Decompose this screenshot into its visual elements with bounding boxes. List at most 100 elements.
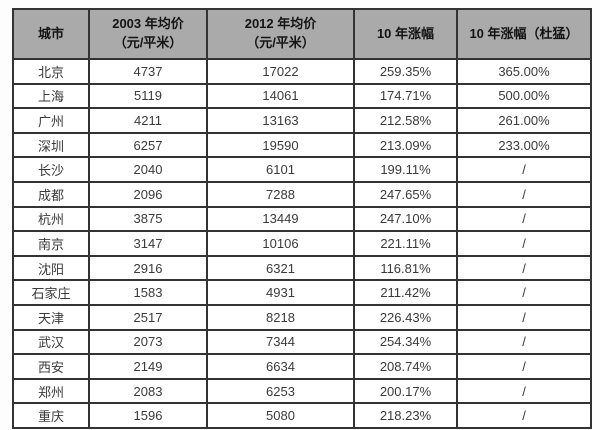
cell-price-2003: 2096 [88,180,208,208]
header-growth-dumeng: 10 年涨幅（杜猛） [456,8,592,60]
cell-city: 北京 [12,58,90,85]
cell-price-2012: 7344 [206,328,355,356]
cell-growth-dumeng: / [456,230,592,257]
cell-price-2012: 13163 [206,107,355,134]
cell-city: 天津 [12,303,90,331]
cell-price-2003: 2916 [88,254,208,282]
cell-city: 广州 [12,107,90,134]
table-row: 石家庄 1583 4931 211.42% / [12,279,592,306]
cell-price-2003: 3147 [88,230,208,257]
cell-growth-dumeng: / [456,402,592,429]
header-growth: 10 年涨幅 [353,8,458,60]
cell-growth-dumeng: / [456,254,592,282]
cell-growth-dumeng: / [456,180,592,208]
cell-growth-dumeng: / [456,156,592,183]
cell-city: 深圳 [12,131,90,159]
header-price-2012-unit: （元/平米） [246,35,315,50]
cell-price-2012: 19590 [206,131,355,159]
cell-growth-dumeng: / [456,328,592,356]
cell-growth: 211.42% [353,279,458,306]
cell-price-2003: 2149 [88,353,208,380]
cell-growth: 116.81% [353,254,458,282]
header-price-2012-label: 2012 年均价 [244,16,317,32]
cell-growth: 247.10% [353,205,458,233]
cell-growth-dumeng: 500.00% [456,82,592,110]
cell-growth: 218.23% [353,402,458,429]
header-city: 城市 [12,8,90,60]
cell-price-2012: 5080 [206,402,355,429]
cell-price-2003: 2040 [88,156,208,183]
table-header-row: 城市 2003 年均价 （元/平米） 2012 年均价 （元/平米） 10 年涨… [12,8,592,60]
cell-price-2003: 5119 [88,82,208,110]
header-growth-dumeng-label: 10 年涨幅（杜猛） [469,25,579,41]
cell-growth-dumeng: 261.00% [456,107,592,134]
cell-price-2012: 6101 [206,156,355,183]
cell-price-2012: 6634 [206,353,355,380]
cell-city: 西安 [12,353,90,380]
cell-price-2003: 6257 [88,131,208,159]
table-row: 深圳 6257 19590 213.09% 233.00% [12,131,592,159]
cell-price-2003: 1583 [88,279,208,306]
cell-price-2003: 2073 [88,328,208,356]
cell-price-2003: 4211 [88,107,208,134]
cell-growth-dumeng: / [456,279,592,306]
cell-price-2012: 17022 [206,58,355,85]
cell-price-2012: 13449 [206,205,355,233]
table-row: 北京 4737 17022 259.35% 365.00% [12,58,592,85]
table-row: 长沙 2040 6101 199.11% / [12,156,592,183]
cell-growth: 208.74% [353,353,458,380]
table-row: 重庆 1596 5080 218.23% / [12,402,592,429]
table-row: 杭州 3875 13449 247.10% / [12,205,592,233]
table-row: 天津 2517 8218 226.43% / [12,303,592,331]
cell-city: 上海 [12,82,90,110]
header-growth-label: 10 年涨幅 [376,25,435,41]
header-price-2003-unit: （元/平米） [113,35,183,50]
cell-growth: 259.35% [353,58,458,85]
cell-growth: 254.34% [353,328,458,356]
header-city-label: 城市 [37,25,64,41]
city-price-table-wrap: 城市 2003 年均价 （元/平米） 2012 年均价 （元/平米） 10 年涨… [12,8,592,429]
cell-price-2012: 8218 [206,303,355,331]
cell-price-2003: 2083 [88,377,208,405]
cell-growth: 221.11% [353,230,458,257]
table-row: 沈阳 2916 6321 116.81% / [12,254,592,282]
cell-city: 南京 [12,230,90,257]
cell-price-2012: 10106 [206,230,355,257]
cell-growth-dumeng: 365.00% [456,58,592,85]
cell-growth-dumeng: 233.00% [456,131,592,159]
cell-growth-dumeng: / [456,205,592,233]
cell-growth: 174.71% [353,82,458,110]
cell-growth: 212.58% [353,107,458,134]
cell-city: 重庆 [12,402,90,429]
cell-city: 武汉 [12,328,90,356]
table-row: 上海 5119 14061 174.71% 500.00% [12,82,592,110]
cell-city: 郑州 [12,377,90,405]
cell-growth: 200.17% [353,377,458,405]
cell-growth-dumeng: / [456,377,592,405]
cell-city: 长沙 [12,156,90,183]
cell-growth: 226.43% [353,303,458,331]
table-row: 郑州 2083 6253 200.17% / [12,377,592,405]
city-price-table: 城市 2003 年均价 （元/平米） 2012 年均价 （元/平米） 10 年涨… [12,8,592,429]
cell-price-2003: 1596 [88,402,208,429]
header-price-2012: 2012 年均价 （元/平米） [206,8,355,60]
table-row: 南京 3147 10106 221.11% / [12,230,592,257]
header-price-2003-label: 2003 年均价 [112,16,184,32]
cell-growth: 199.11% [353,156,458,183]
cell-growth-dumeng: / [456,303,592,331]
cell-price-2012: 4931 [206,279,355,306]
table-row: 武汉 2073 7344 254.34% / [12,328,592,356]
cell-growth: 247.65% [353,180,458,208]
cell-price-2012: 6321 [206,254,355,282]
cell-price-2012: 14061 [206,82,355,110]
table-row: 广州 4211 13163 212.58% 261.00% [12,107,592,134]
cell-growth: 213.09% [353,131,458,159]
table-row: 西安 2149 6634 208.74% / [12,353,592,380]
table-row: 成都 2096 7288 247.65% / [12,180,592,208]
cell-city: 杭州 [12,205,90,233]
cell-price-2012: 6253 [206,377,355,405]
cell-price-2012: 7288 [206,180,355,208]
cell-city: 石家庄 [12,279,90,306]
cell-city: 成都 [12,180,90,208]
cell-price-2003: 2517 [88,303,208,331]
